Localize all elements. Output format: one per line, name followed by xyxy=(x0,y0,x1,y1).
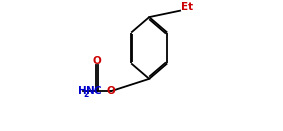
Text: O: O xyxy=(107,86,116,96)
Text: O: O xyxy=(93,56,102,66)
Text: 2: 2 xyxy=(84,90,89,99)
Text: N: N xyxy=(86,86,95,96)
Text: Et: Et xyxy=(181,2,194,12)
Text: C: C xyxy=(93,86,101,96)
Text: H: H xyxy=(78,86,87,96)
